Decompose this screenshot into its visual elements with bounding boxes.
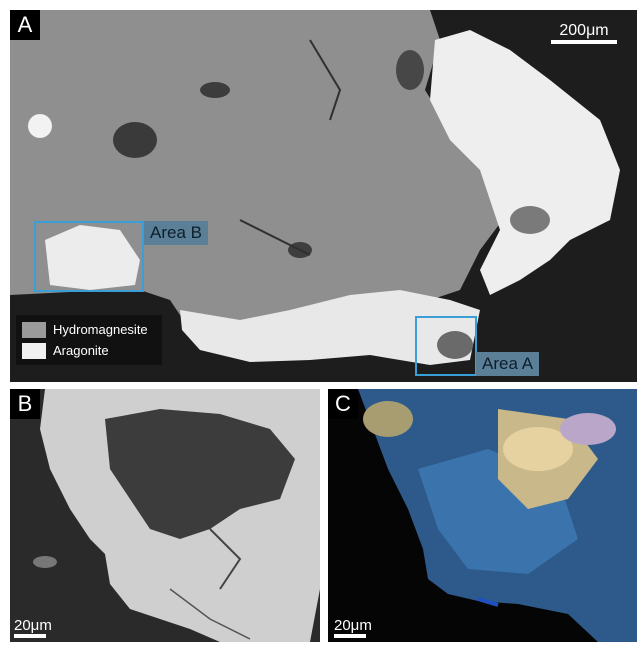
legend-item-hydromagnesite: Hydromagnesite bbox=[22, 319, 156, 340]
legend: Hydromagnesite Aragonite bbox=[16, 315, 162, 365]
panel-a-micrograph bbox=[10, 10, 637, 382]
panel-a-scale-text: 200μm bbox=[559, 22, 609, 39]
panel-c-micrograph bbox=[328, 389, 637, 642]
aragonite-region-right bbox=[430, 30, 620, 295]
legend-swatch-hydromagnesite bbox=[22, 321, 46, 338]
legend-label-hydromagnesite: Hydromagnesite bbox=[53, 322, 148, 337]
panel-b-scale-text: 20μm bbox=[14, 617, 52, 634]
panel-c: C 20μm bbox=[328, 389, 637, 642]
panel-b: B 20μm bbox=[10, 389, 320, 642]
area-a-label: Area A bbox=[476, 352, 540, 376]
panel-c-scalebar: 20μm bbox=[334, 617, 372, 638]
panel-a: A 200μm Area B Area A Hydromagnesite Ara… bbox=[10, 10, 637, 382]
area-b-label: Area B bbox=[144, 221, 208, 245]
panel-a-scale-bar bbox=[551, 40, 617, 44]
aragonite-region-bottom bbox=[180, 290, 480, 365]
legend-item-aragonite: Aragonite bbox=[22, 340, 156, 361]
panel-b-micrograph bbox=[10, 389, 320, 642]
area-a-box bbox=[415, 316, 477, 376]
panel-b-scale-bar bbox=[14, 634, 46, 638]
panel-c-scale-bar bbox=[334, 634, 366, 638]
panel-a-scalebar: 200μm bbox=[551, 22, 617, 44]
panel-c-scale-text: 20μm bbox=[334, 617, 372, 634]
legend-swatch-aragonite bbox=[22, 342, 46, 359]
legend-label-aragonite: Aragonite bbox=[53, 343, 109, 358]
area-b-box bbox=[34, 221, 144, 292]
hydromagnesite-region bbox=[105, 409, 295, 539]
panel-b-label: B bbox=[10, 389, 40, 419]
panel-a-label: A bbox=[10, 10, 40, 40]
panel-b-scalebar: 20μm bbox=[14, 617, 52, 638]
panel-c-label: C bbox=[328, 389, 358, 419]
aragonite-region-left bbox=[45, 225, 140, 290]
